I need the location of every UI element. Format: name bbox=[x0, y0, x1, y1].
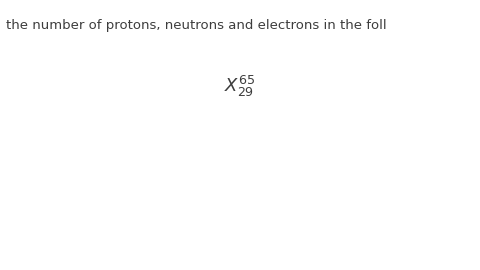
Text: $\mathit{X}_{29}^{65}$: $\mathit{X}_{29}^{65}$ bbox=[224, 74, 256, 99]
Text: the number of protons, neutrons and electrons in the foll: the number of protons, neutrons and elec… bbox=[6, 19, 386, 32]
